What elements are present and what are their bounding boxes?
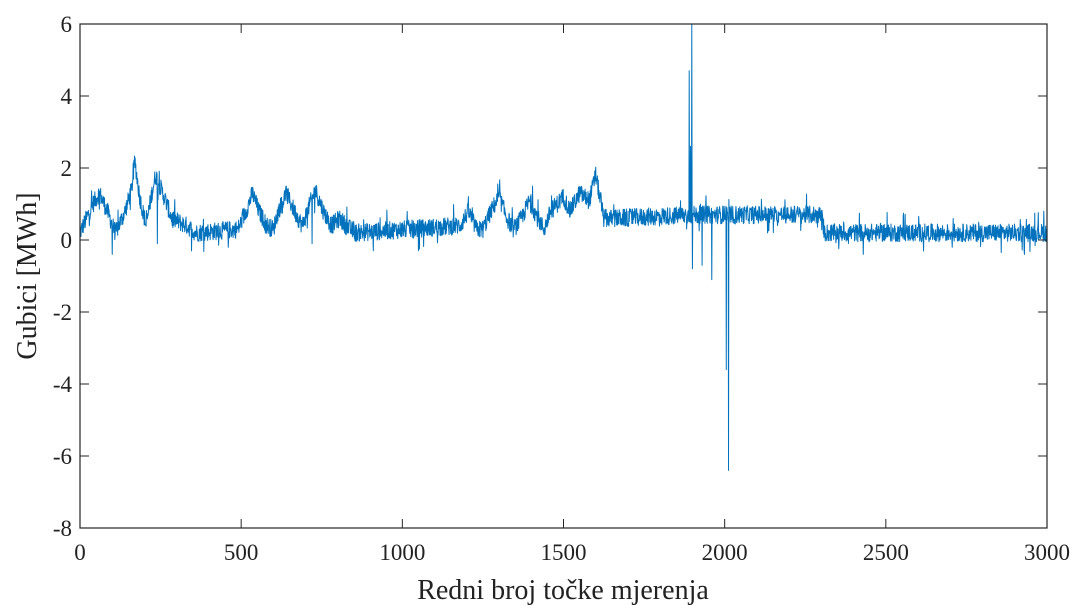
y-tick-label: 4: [61, 84, 73, 109]
x-tick-label: 3000: [1024, 540, 1070, 565]
y-tick-label: -2: [53, 300, 72, 325]
x-tick-label: 2000: [702, 540, 748, 565]
x-tick-label: 2500: [863, 540, 909, 565]
x-tick-label: 0: [74, 540, 86, 565]
y-tick-label: 2: [61, 156, 73, 181]
series-layer: [79, 23, 1048, 471]
y-tick-label: 0: [61, 228, 73, 253]
x-tick-label: 1000: [379, 540, 425, 565]
y-tick-label: 6: [61, 12, 73, 37]
plot-background: [80, 24, 1047, 528]
x-tick-label: 1500: [541, 540, 587, 565]
y-tick-label: -4: [53, 372, 73, 397]
x-tick-label: 500: [224, 540, 259, 565]
series-line: [79, 23, 1048, 471]
tick-layer: 0 500 1000 1500 2000 2500 3000 -8 -6 -4 -2 0 2 4 6: [53, 12, 1070, 565]
y-tick-label: -6: [53, 444, 72, 469]
y-axis-title: Gubici [MWh]: [12, 192, 43, 359]
y-tick-label: -8: [53, 516, 72, 541]
x-axis-title: Redni broj točke mjerenja: [417, 575, 709, 606]
